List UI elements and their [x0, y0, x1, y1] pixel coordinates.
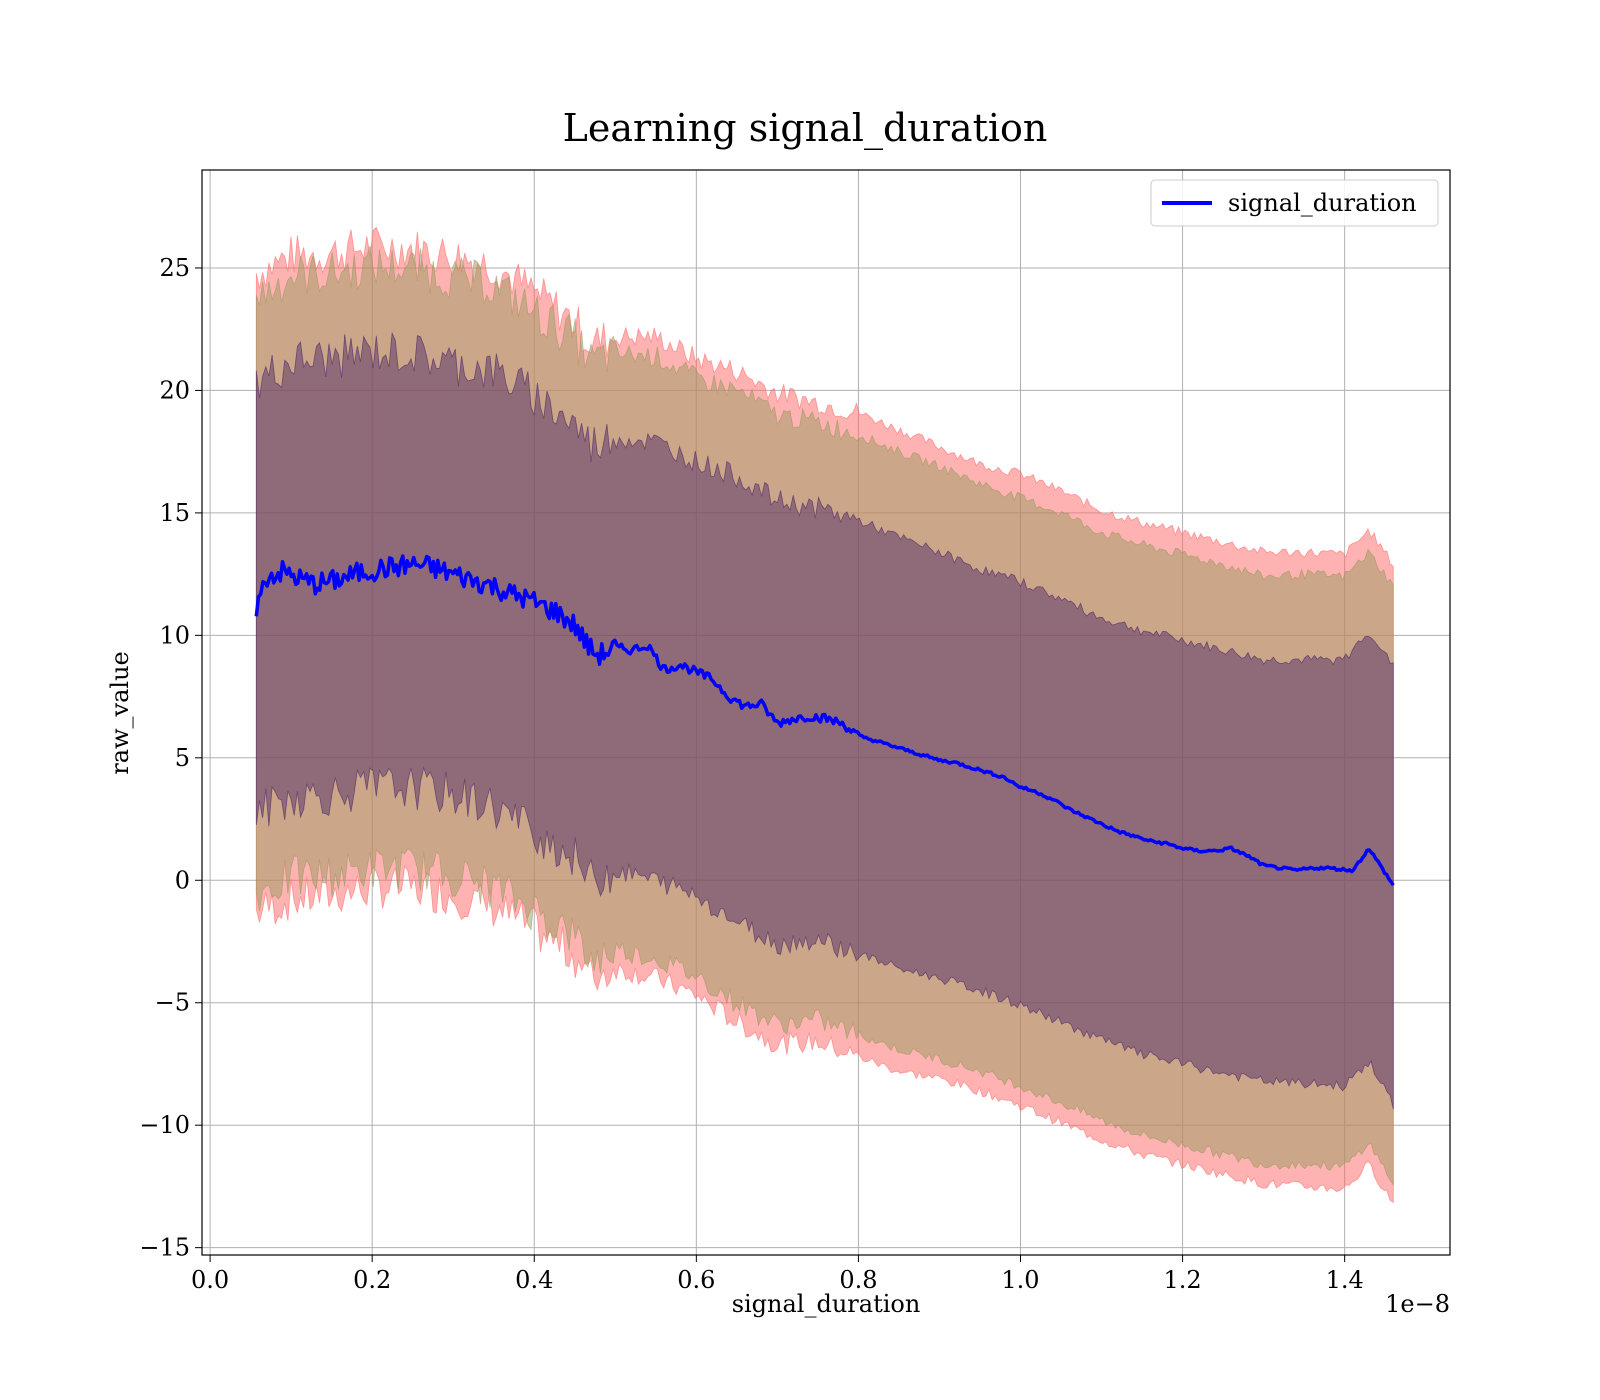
legend-label: signal_duration	[1228, 189, 1417, 217]
plot-frame	[201, 169, 1451, 1256]
y-tick-label: −15	[139, 1234, 190, 1262]
x-tick-label: 0.2	[353, 1266, 391, 1294]
chart-title: Learning signal_duration	[563, 106, 1048, 151]
x-tick-label: 1.2	[1163, 1266, 1201, 1294]
y-tick-label: 15	[159, 499, 190, 527]
y-tick-label: −5	[155, 989, 190, 1017]
y-axis-ticks: −15 −10 −5 0 5 10 15 20 25	[139, 254, 202, 1262]
x-tick-label: 0.0	[191, 1266, 229, 1294]
y-axis-label: raw_value	[106, 651, 134, 775]
x-tick-label: 0.8	[839, 1266, 877, 1294]
series-line-signal_duration	[254, 554, 1395, 887]
x-axis-ticks: 0.0 0.2 0.4 0.6 0.8 1.0 1.2 1.4	[191, 1255, 1364, 1294]
y-tick-label: 10	[159, 621, 190, 649]
x-tick-label: 0.4	[515, 1266, 553, 1294]
series-lines	[254, 554, 1395, 887]
x-axis-label: signal_duration	[732, 1290, 921, 1318]
y-tick-label: 5	[175, 744, 190, 772]
x-tick-label: 0.6	[677, 1266, 715, 1294]
x-tick-label: 1.0	[1001, 1266, 1039, 1294]
band-inner	[255, 331, 1394, 1110]
y-tick-label: 20	[159, 376, 190, 404]
y-tick-label: 25	[159, 254, 190, 282]
x-axis-offset-label: 1e−8	[1385, 1290, 1450, 1318]
y-tick-label: −10	[139, 1111, 190, 1139]
legend-box	[1150, 179, 1439, 227]
x-tick-label: 1.4	[1326, 1266, 1364, 1294]
legend: signal_duration	[1150, 179, 1439, 227]
y-tick-label: 0	[175, 866, 190, 894]
